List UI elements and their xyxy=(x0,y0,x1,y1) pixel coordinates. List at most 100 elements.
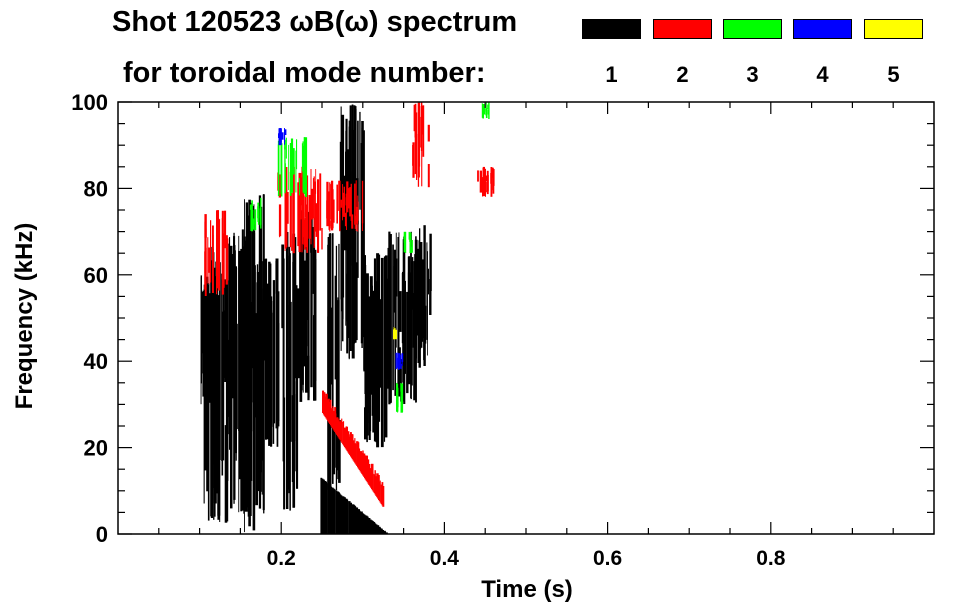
spectrum-stroke xyxy=(405,231,407,253)
spectrum-stroke xyxy=(307,355,310,401)
chirp-stroke xyxy=(329,485,332,534)
spectrum-stroke xyxy=(256,272,259,492)
spectrum-stroke xyxy=(393,249,397,313)
spectrum-stroke xyxy=(380,257,384,448)
spectrum-stroke xyxy=(411,248,413,253)
spectrum-stroke xyxy=(230,245,233,509)
spectrum-stroke xyxy=(209,294,212,367)
legend-swatch-3 xyxy=(723,19,782,39)
spectrum-stroke xyxy=(338,264,340,340)
series-4-region-0 xyxy=(395,352,404,370)
series-3-region-0 xyxy=(249,197,262,232)
spectrum-stroke xyxy=(303,137,305,170)
y-tick-label: 40 xyxy=(84,349,108,374)
spectrum-stroke xyxy=(368,307,371,440)
series-5-region-0 xyxy=(393,327,398,340)
spectrum-stroke xyxy=(429,233,432,291)
y-tick-label: 0 xyxy=(96,522,108,547)
y-tick-label: 20 xyxy=(84,436,108,461)
spectrum-stroke xyxy=(277,144,280,177)
spectrum-stroke xyxy=(376,253,380,448)
spectrum-stroke xyxy=(398,232,400,392)
spectrum-stroke xyxy=(304,137,307,178)
spectrum-stroke xyxy=(409,232,412,254)
spectrum-stroke xyxy=(290,138,294,193)
spectrum-stroke xyxy=(420,290,423,341)
spectrum-stroke xyxy=(210,264,213,518)
spectrum-stroke xyxy=(265,258,268,440)
spectrum-stroke xyxy=(222,286,225,461)
spectrum-stroke xyxy=(258,333,260,486)
spectrum-stroke xyxy=(414,103,417,175)
chirp-stroke xyxy=(340,494,342,534)
spectrum-stroke xyxy=(288,246,291,438)
spectrum-stroke xyxy=(416,274,419,336)
spectrum-stroke xyxy=(245,202,249,405)
spectrum-stroke xyxy=(490,173,492,184)
spectrum-stroke xyxy=(299,210,303,402)
spectrum-stroke xyxy=(362,130,365,301)
legend-label-1: 1 xyxy=(605,62,618,87)
series-1-region-11 xyxy=(414,225,432,368)
spectrum-stroke xyxy=(266,327,268,429)
spectrum-stroke xyxy=(327,316,329,419)
spectrum-stroke xyxy=(336,184,338,224)
spectrum-stroke xyxy=(281,132,284,140)
chirp-stroke xyxy=(351,503,353,534)
chirp-stroke xyxy=(330,486,332,534)
chirp-stroke xyxy=(361,512,363,534)
spectrum-stroke xyxy=(331,180,334,231)
spectrum-stroke xyxy=(477,170,479,182)
spectrum-stroke xyxy=(351,104,354,266)
spectrum-stroke xyxy=(395,352,397,370)
spectrum-stroke xyxy=(417,102,421,167)
spectrum-stroke xyxy=(491,167,494,178)
spectrum-stroke xyxy=(298,172,301,253)
spectrum-stroke xyxy=(403,280,406,374)
chirp-stroke xyxy=(379,527,381,534)
spectrum-stroke xyxy=(275,261,278,294)
spectrum-stroke xyxy=(394,301,396,396)
spectrum-stroke xyxy=(363,265,366,338)
spectrum-stroke xyxy=(216,241,217,288)
spectrum-stroke xyxy=(350,183,352,221)
spectrum-stroke xyxy=(242,246,245,440)
spectrum-stroke xyxy=(260,197,262,229)
chirp-stroke xyxy=(325,481,327,534)
spectrum-stroke xyxy=(412,145,413,166)
legend-swatch-2 xyxy=(653,19,712,39)
series-3-region-2 xyxy=(396,382,404,413)
spectrum-stroke xyxy=(247,215,250,486)
spectrum-stroke xyxy=(423,280,425,327)
spectrum-stroke xyxy=(419,261,422,350)
spectrum-stroke xyxy=(279,206,281,238)
chirp-stroke xyxy=(337,420,340,438)
spectrum-stroke xyxy=(346,181,349,213)
chirp-stroke xyxy=(348,434,350,454)
spectrum-stroke xyxy=(244,199,245,533)
spectrum-stroke xyxy=(224,210,227,249)
spectrum-stroke xyxy=(301,168,304,244)
series-3-region-1 xyxy=(277,137,308,197)
spectrum-stroke xyxy=(362,203,363,231)
series-2-chirp-0 xyxy=(322,390,385,507)
spectrum-stroke xyxy=(427,124,430,142)
series-3 xyxy=(249,102,490,413)
chirp-stroke xyxy=(377,526,379,534)
spectrum-stroke xyxy=(338,180,341,211)
spectrum-stroke xyxy=(275,279,279,401)
series-2-region-1 xyxy=(277,166,323,254)
chirp-stroke xyxy=(347,500,349,534)
chirp-stroke xyxy=(359,510,361,534)
chirp-stroke xyxy=(374,470,376,495)
series-5 xyxy=(393,327,398,340)
spectrum-stroke xyxy=(303,260,306,367)
chirp-stroke xyxy=(372,473,374,492)
spectrum-stroke xyxy=(484,168,486,197)
spectrum-stroke xyxy=(352,205,356,344)
spectrum-stroke xyxy=(219,262,221,460)
spectrum-stroke xyxy=(393,332,396,338)
chirp-stroke xyxy=(382,486,385,507)
chirp-stroke xyxy=(369,518,371,534)
spectrum-stroke xyxy=(210,220,212,283)
